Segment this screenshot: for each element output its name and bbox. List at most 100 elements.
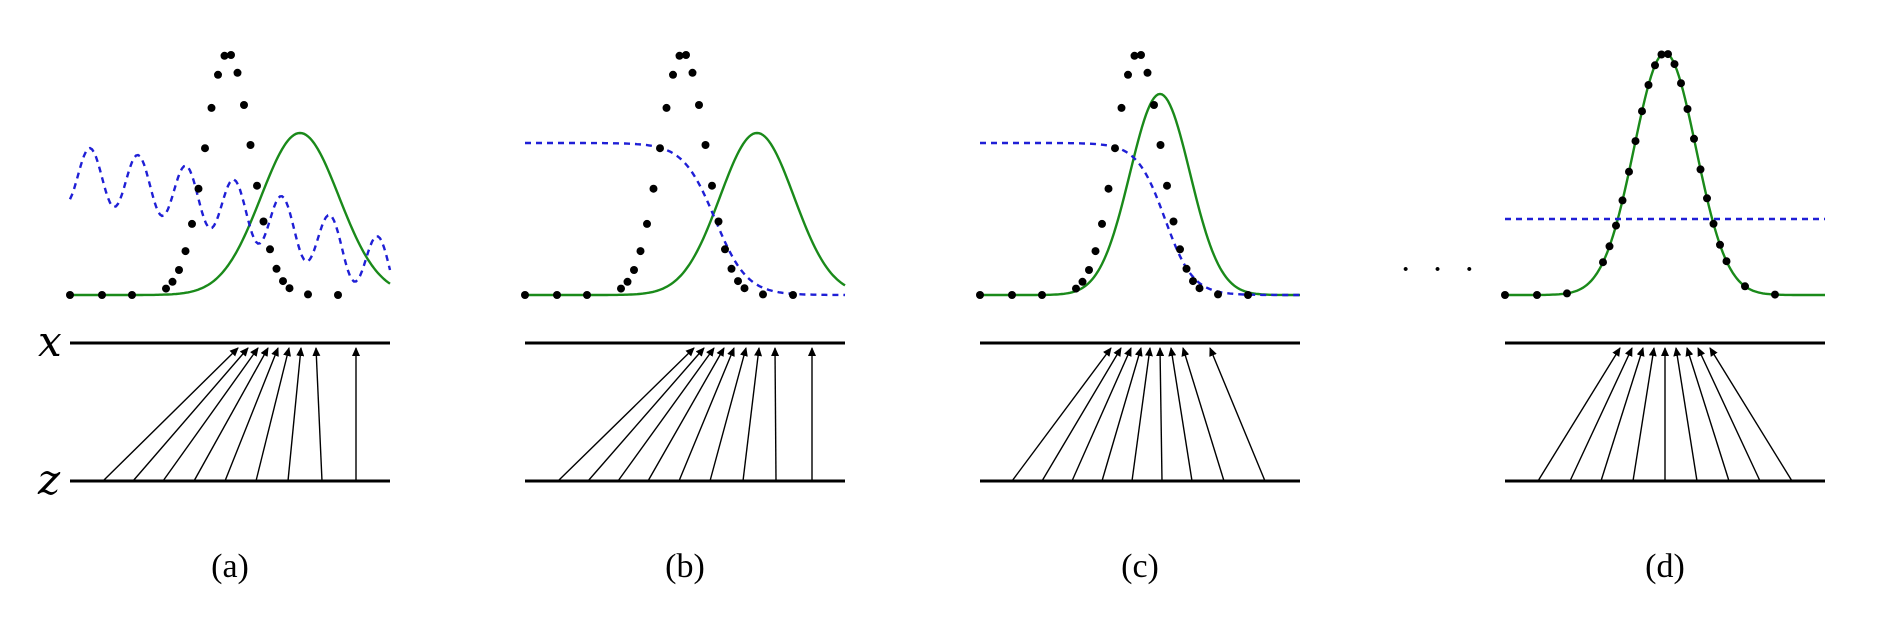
data-point (1683, 105, 1692, 113)
data-point (1716, 240, 1724, 249)
mapping-arrow (709, 347, 748, 482)
data-point (759, 290, 767, 299)
mapping-arrow (647, 347, 725, 482)
mapping-arrow (1101, 347, 1143, 482)
data-point (1195, 284, 1204, 293)
data-point (181, 247, 190, 256)
data-point (1176, 245, 1184, 254)
data-point (617, 284, 625, 293)
mapping-arrow (1673, 347, 1698, 482)
data-point (643, 219, 651, 228)
generator-density-curve (70, 131, 391, 297)
data-point (688, 68, 697, 77)
mapping-arrow (255, 347, 291, 482)
mapping-arrow (1041, 347, 1122, 482)
data-point (662, 103, 671, 112)
panel-a (66, 51, 392, 483)
data-point (279, 277, 287, 286)
data-point (695, 101, 703, 109)
data-point (1008, 291, 1016, 299)
data-point (1189, 277, 1197, 286)
data-point (201, 144, 209, 153)
mapping-arrow (1697, 347, 1761, 482)
data-point (285, 284, 294, 293)
data-point (128, 291, 136, 299)
mapping-arrow (1209, 347, 1266, 482)
data-point (1501, 291, 1509, 299)
generator-density-curve (980, 92, 1300, 297)
mapping-arrow (771, 347, 780, 482)
data-point (1078, 277, 1087, 286)
data-point (1124, 70, 1132, 79)
data-point (1638, 107, 1646, 116)
mapping-arrow (617, 347, 715, 482)
data-point (734, 277, 742, 286)
generator-density-curve (1505, 51, 1825, 297)
panel-label-c: (c) (1121, 548, 1159, 585)
panel-d (1501, 50, 1825, 483)
mapping-arrow (1168, 347, 1193, 482)
generator-density-curve (525, 131, 846, 297)
data-point (630, 266, 638, 274)
data-point (1651, 61, 1659, 70)
discriminator-curve (980, 141, 1300, 297)
mapping-arrow (1131, 347, 1153, 482)
data-point (976, 291, 984, 299)
panel-label-d: (d) (1645, 548, 1685, 585)
data-point (708, 181, 716, 190)
data-point (1703, 194, 1711, 203)
data-point (1214, 290, 1222, 299)
data-point (162, 284, 170, 293)
mapping-arrow (224, 347, 279, 482)
mapping-arrow (1685, 347, 1730, 482)
data-point (220, 51, 229, 60)
data-point (1137, 51, 1145, 59)
data-point (1771, 290, 1779, 299)
mapping-arrow (1181, 347, 1225, 482)
data-point (669, 70, 677, 79)
data-point (1670, 60, 1679, 69)
discriminator-curve (68, 146, 392, 283)
data-point (1104, 184, 1113, 193)
data-point (1150, 101, 1158, 109)
mapping-arrow (1537, 347, 1621, 482)
data-point (175, 266, 183, 274)
panel-label-a: (a) (211, 548, 249, 585)
mapping-arrow (287, 347, 305, 482)
data-point (1605, 242, 1614, 251)
mapping-arrow (742, 347, 763, 482)
mapping-arrow (312, 347, 323, 482)
data-point (1612, 221, 1620, 230)
mapping-arrow (1600, 347, 1645, 482)
data-point (721, 245, 729, 254)
data-point (1072, 284, 1080, 293)
mapping-arrow (132, 347, 249, 482)
mapping-arrow (678, 347, 735, 482)
data-point (649, 184, 658, 193)
mapping-arrow (1071, 347, 1132, 482)
panel-b (521, 51, 846, 483)
data-point (194, 184, 203, 193)
data-point (636, 247, 645, 256)
data-point (740, 284, 749, 293)
data-point (304, 290, 312, 299)
z-axis-label: z (37, 455, 61, 504)
data-point (66, 291, 74, 299)
data-point (98, 291, 106, 299)
mapping-arrow (1569, 347, 1633, 482)
mapping-arrow (1632, 347, 1657, 482)
data-point (334, 291, 342, 299)
data-point (1117, 103, 1126, 112)
data-point (259, 217, 268, 226)
data-point (246, 141, 255, 149)
data-point (1657, 50, 1666, 59)
data-point (1533, 291, 1541, 299)
data-point (1111, 144, 1119, 153)
data-point (240, 101, 248, 109)
data-point (1182, 264, 1191, 273)
data-point (1709, 219, 1718, 228)
data-point (1664, 50, 1672, 59)
data-point (1091, 247, 1100, 256)
mapping-arrow (1011, 347, 1112, 482)
